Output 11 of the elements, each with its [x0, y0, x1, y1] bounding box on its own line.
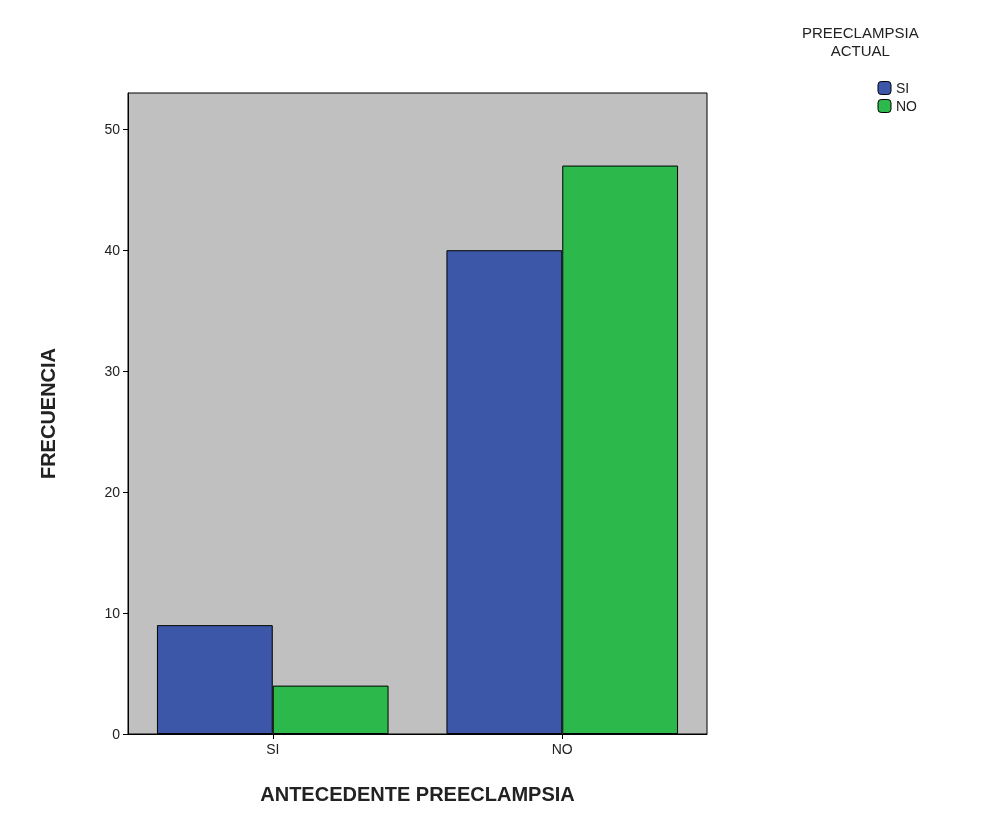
legend-label: SI: [896, 80, 910, 96]
x-axis-title: ANTECEDENTE PREECLAMPSIA: [260, 783, 575, 805]
y-tick-label: 0: [112, 726, 121, 742]
y-tick-label: 20: [104, 484, 121, 501]
y-tick-label: 40: [104, 242, 121, 259]
y-tick-label: 30: [104, 363, 121, 380]
y-tick-label: 10: [104, 605, 121, 622]
legend-label: NO: [896, 98, 918, 114]
y-tick-label: 50: [104, 121, 121, 138]
legend-title: PREECLAMPSIA ACTUAL: [801, 23, 919, 59]
y-axis-title: FRECUENCIA: [37, 347, 59, 480]
